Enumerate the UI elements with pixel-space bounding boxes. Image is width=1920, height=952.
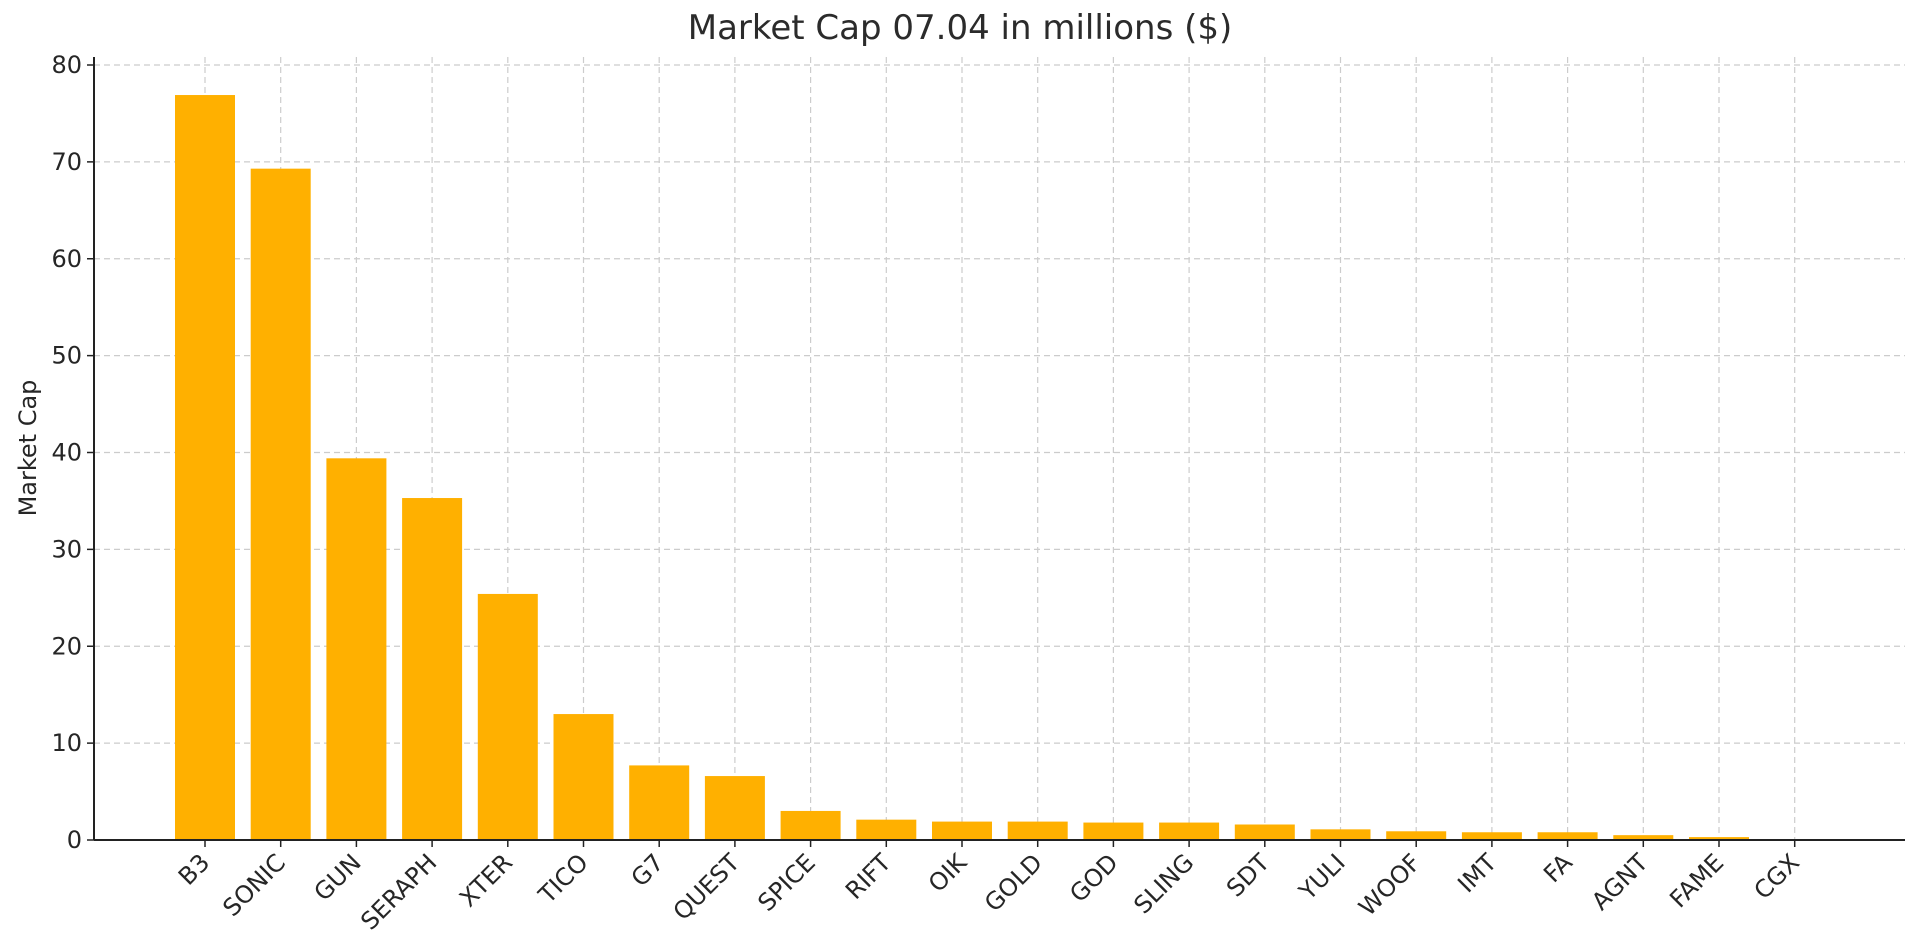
x-tick-label: SLING: [1128, 848, 1199, 919]
bar-agnt: [1613, 835, 1674, 840]
x-tick-label: SONIC: [217, 848, 290, 921]
bar-rift: [856, 819, 917, 840]
y-tick-label: 30: [51, 535, 82, 563]
x-tick-label: GUN: [309, 848, 367, 906]
x-tick-label: G7: [626, 848, 670, 892]
bar-gun: [326, 458, 387, 840]
x-tick-label: YULI: [1293, 848, 1351, 906]
x-tick-label: WOOF: [1353, 848, 1426, 921]
bar-fa: [1537, 832, 1598, 840]
bar-imt: [1461, 832, 1522, 840]
bar-quest: [704, 776, 765, 840]
x-tick-label: FA: [1538, 848, 1578, 888]
bar-spice: [780, 810, 841, 840]
y-tick-label: 40: [51, 439, 82, 467]
bar-seraph: [402, 498, 463, 840]
y-tick-label: 10: [51, 729, 82, 757]
y-tick-label: 0: [67, 826, 82, 854]
bar-xter: [477, 593, 538, 840]
x-tick-label: SPICE: [752, 848, 820, 916]
bar-sling: [1159, 822, 1220, 840]
bar-b3: [175, 95, 235, 840]
bar-sdt: [1234, 824, 1295, 840]
x-tick-label: XTER: [454, 848, 518, 912]
x-tick-label: B3: [173, 848, 215, 890]
x-tick-label: GOD: [1064, 848, 1123, 907]
bar-g7: [629, 765, 690, 840]
x-tick-label: GOLD: [979, 848, 1048, 917]
bar-tico: [553, 714, 614, 840]
x-tick-label: IMT: [1452, 848, 1502, 898]
bar-god: [1083, 822, 1144, 840]
bar-gold: [1007, 821, 1068, 840]
y-tick-label: 70: [51, 148, 82, 176]
bar-oik: [932, 821, 992, 840]
bar-woof: [1386, 831, 1447, 840]
chart-title: Market Cap 07.04 in millions ($): [687, 8, 1233, 48]
x-tick-label: QUEST: [668, 848, 746, 926]
y-tick-label: 20: [51, 632, 82, 660]
bar-yuli: [1310, 829, 1371, 840]
x-tick-label: OIK: [923, 848, 973, 898]
y-tick-label: 60: [51, 245, 82, 273]
x-tick-label: CGX: [1749, 848, 1805, 904]
y-tick-label: 80: [51, 51, 82, 79]
x-tick-label: SDT: [1221, 848, 1275, 902]
x-tick-label: RIFT: [840, 848, 897, 905]
x-tick-label: TICO: [533, 848, 594, 909]
y-tick-label: 50: [51, 342, 82, 370]
bar-sonic: [250, 168, 311, 840]
x-tick-label: FAME: [1664, 848, 1729, 913]
bar-fame: [1689, 837, 1749, 840]
x-tick-label: AGNT: [1586, 848, 1654, 916]
x-tick-label: SERAPH: [355, 848, 442, 935]
